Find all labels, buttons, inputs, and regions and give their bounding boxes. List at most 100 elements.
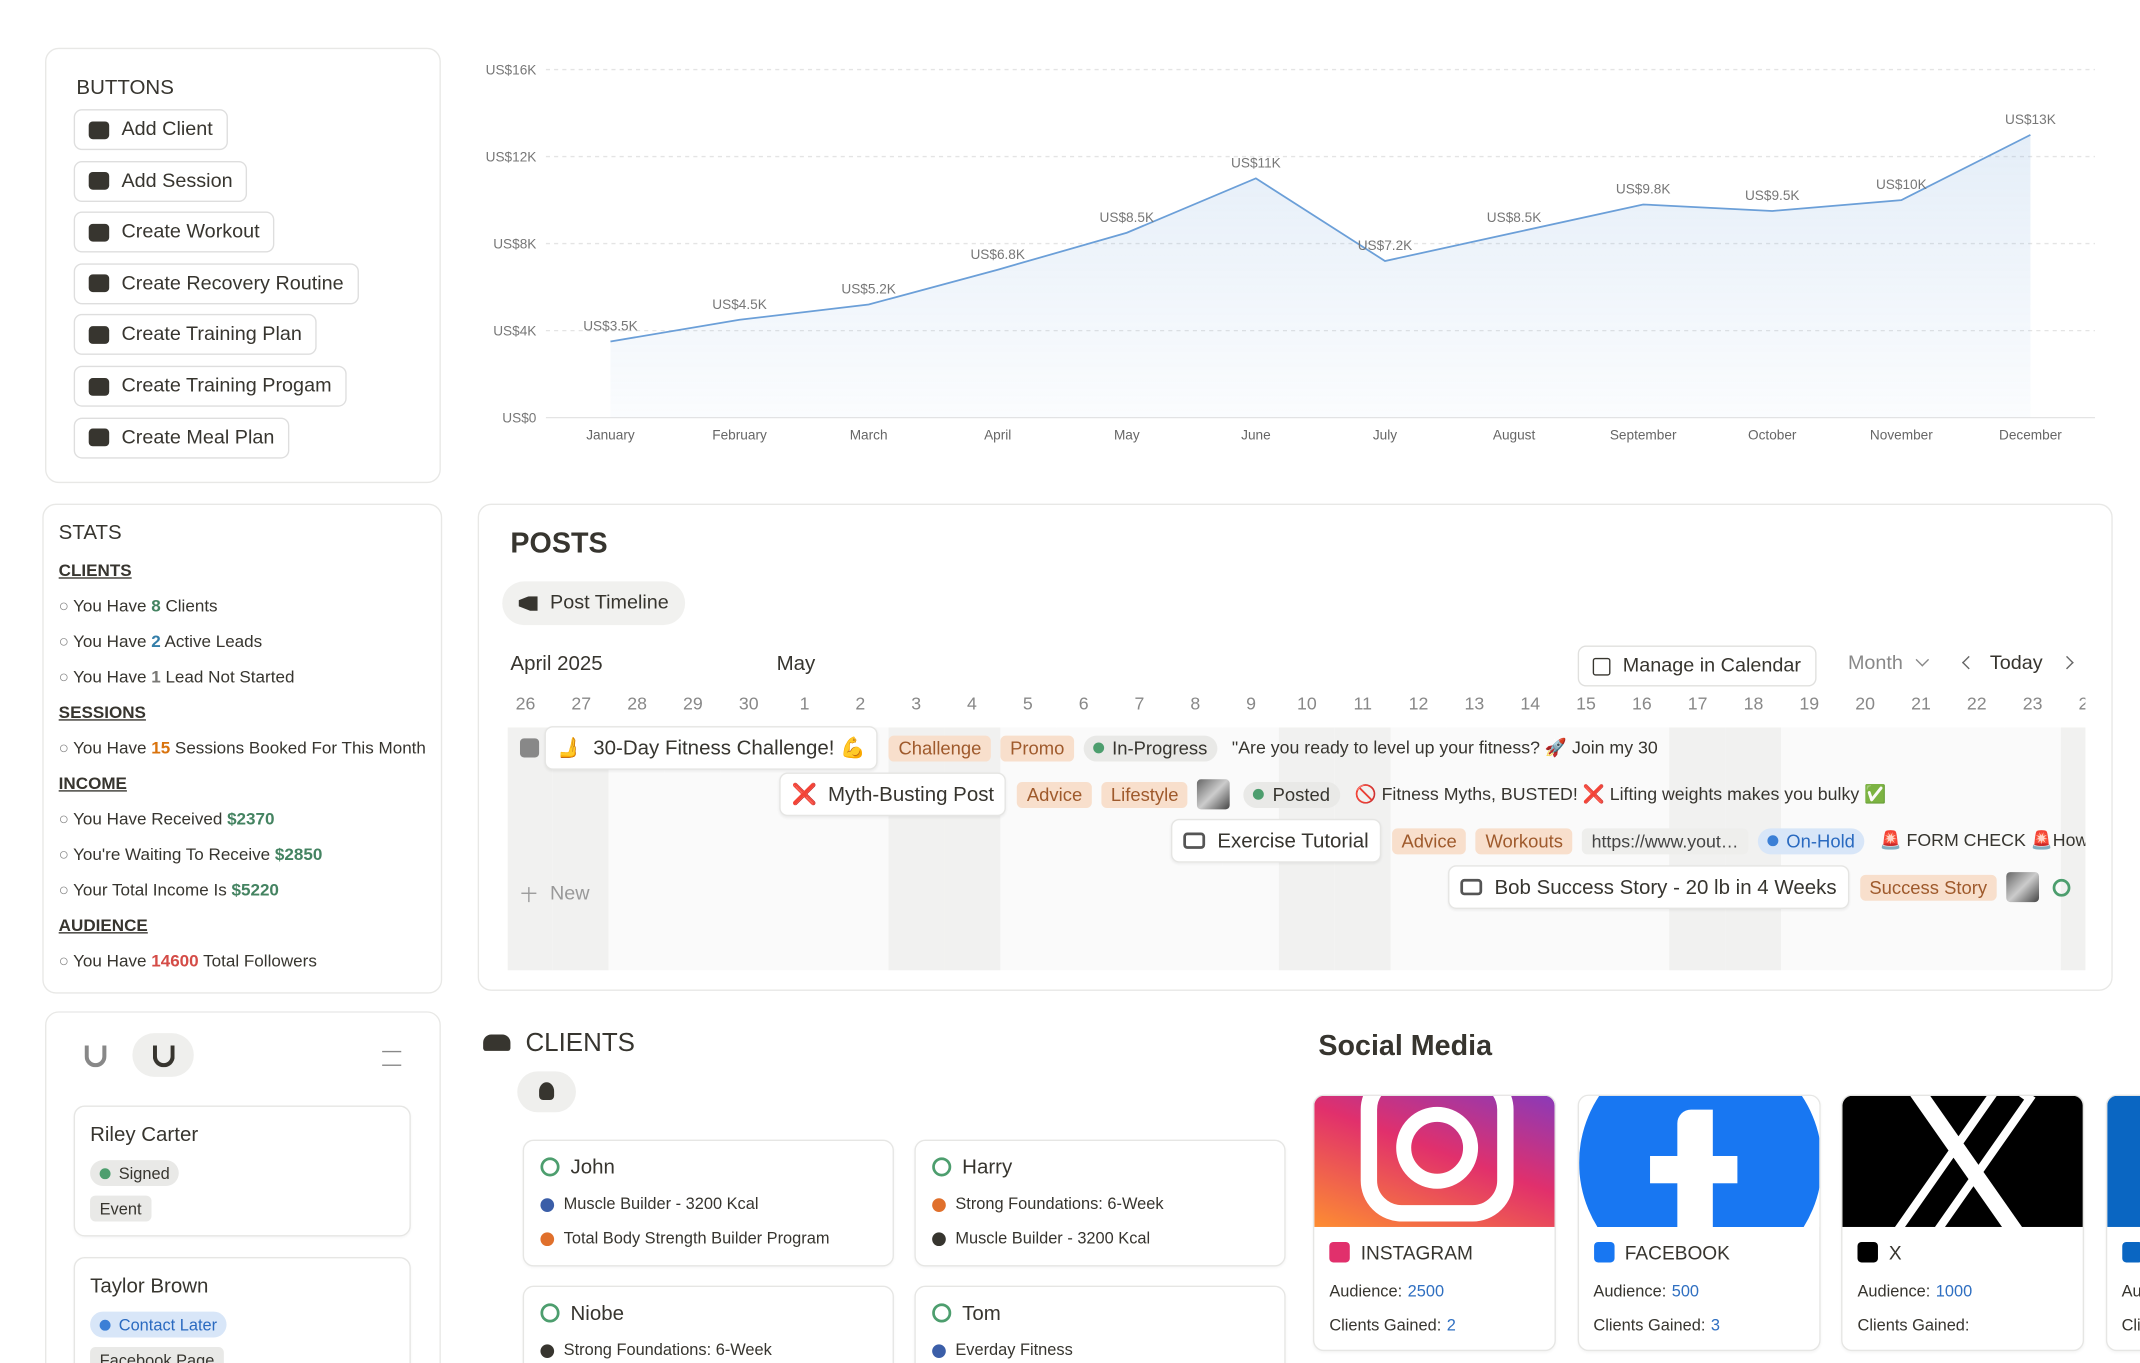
social-cover <box>2106 1095 2140 1227</box>
action-button[interactable]: Create Meal Plan <box>73 417 290 459</box>
social-card[interactable]: Audience: Clients Gained: <box>2105 1094 2140 1352</box>
next-button[interactable] <box>2060 655 2074 670</box>
client-name: Tom <box>962 1302 1001 1326</box>
line-text: Total Body Strength Builder Program <box>563 1228 830 1248</box>
x-tick-label: May <box>1114 427 1140 442</box>
social-cover <box>1578 1095 1819 1227</box>
day-label: 21 <box>1911 693 1931 714</box>
client-card[interactable]: John Muscle Builder - 3200 Kcal Total Body… <box>522 1139 894 1267</box>
tab-icon <box>152 1045 175 1068</box>
status-label: Contact Later <box>118 1314 218 1335</box>
button-icon <box>88 326 110 344</box>
lead-card[interactable]: Riley Carter Signed Event <box>73 1105 411 1237</box>
button-icon <box>88 223 110 242</box>
stats-list: CLIENTS ○ You Have 8 Clients ○ You Have 2 Ac… <box>59 553 426 979</box>
logo <box>1649 1155 1737 1184</box>
post-name[interactable]: Bob Success Story - 20 lb in 4 Weeks <box>1448 865 1849 909</box>
stats-line: ○ You're Waiting To Receive $2850 <box>59 837 426 872</box>
button-label: Add Client <box>121 118 213 141</box>
stat-value: $2370 <box>227 809 275 829</box>
client-line: Strong Foundations: 6-Week <box>540 1333 772 1363</box>
bullet: ○ <box>58 596 70 616</box>
stat-value: $5220 <box>231 880 279 900</box>
stat-text: You Have <box>73 951 152 971</box>
social-cover <box>1842 1095 2083 1227</box>
day-label: 22 <box>1966 693 1987 714</box>
bullet: ○ <box>58 880 70 900</box>
manage-calendar-button[interactable]: Manage in Calendar <box>1577 645 1816 687</box>
action-button[interactable]: Create Training Progam <box>73 365 347 407</box>
gained-value: 2 <box>1446 1315 1456 1335</box>
status-dot <box>99 1319 111 1330</box>
client-card[interactable]: Tom Everday Fitness <box>914 1285 1286 1363</box>
line <box>610 134 2031 343</box>
day-label: 16 <box>1631 693 1652 714</box>
view-tab[interactable] <box>517 1071 576 1113</box>
new-button[interactable]: New <box>521 883 590 905</box>
day-label: 15 <box>1576 693 1596 714</box>
logo <box>1892 1095 2036 1227</box>
x-tick-label: November <box>1870 427 1933 442</box>
tag-pill: Advice <box>1391 827 1467 854</box>
link-pill: https://www.yout… <box>1582 827 1749 854</box>
social-card[interactable]: FACEBOOK Audience: 500 Clients Gained: 3 <box>1577 1094 1820 1352</box>
gained-label: Clients Gained: <box>1857 1315 1970 1335</box>
button-icon <box>88 120 110 139</box>
lead-name: Riley Carter <box>90 1123 199 1147</box>
clients-icon <box>483 1034 511 1051</box>
day-label: 1 <box>799 693 810 714</box>
tag-pill: Success Story <box>1859 874 1997 901</box>
social-card[interactable]: X Audience: 1000 Clients Gained: <box>1841 1094 2085 1352</box>
view-tab-selected[interactable] <box>132 1033 194 1077</box>
weekend-band <box>944 727 1000 971</box>
y-tick-label: US$0 <box>502 410 537 425</box>
action-button[interactable]: Add Session <box>73 160 248 202</box>
prev-button[interactable] <box>1961 655 1976 670</box>
day-label: 30 <box>738 693 759 714</box>
platform-name: FACEBOOK <box>1624 1241 1730 1264</box>
post-name[interactable]: ❌ Myth-Busting Post <box>779 772 1007 817</box>
social-card[interactable]: INSTAGRAM Audience: 2500 Clients Gained: 2 <box>1312 1094 1556 1352</box>
y-tick-label: US$12K <box>486 149 537 164</box>
lead-card[interactable]: Taylor Brown Contact Later Facebook Page <box>73 1256 411 1363</box>
line-icon <box>540 1231 555 1246</box>
gained-line: Clients Gained: 3 <box>1593 1316 1720 1335</box>
posts-panel: POSTS Post Timeline April 2025 May Manage in… <box>477 503 2113 991</box>
status-dot <box>1093 742 1104 754</box>
day-label: 28 <box>627 693 647 714</box>
data-label: US$6.8K <box>970 247 1025 262</box>
view-tab[interactable]: Post Timeline <box>502 581 686 626</box>
action-button[interactable]: Create Recovery Routine <box>73 263 359 305</box>
today-button[interactable]: Today <box>1989 652 2043 675</box>
post-name[interactable]: 🫸 30-Day Fitness Challenge! 💪 <box>544 726 878 770</box>
line-icon <box>540 1197 555 1212</box>
stats-heading: INCOME <box>58 773 127 793</box>
post-icon <box>1183 832 1206 849</box>
button-icon <box>88 172 110 190</box>
filter-icon[interactable] <box>382 1050 402 1066</box>
status-pill: Signed <box>90 1160 180 1187</box>
day-band <box>1055 727 1112 971</box>
stats-heading: AUDIENCE <box>58 915 148 935</box>
panel-title: BUTTONS <box>76 76 174 100</box>
post-title: Myth-Busting Post <box>828 782 995 806</box>
weekend-band <box>888 727 945 971</box>
action-button[interactable]: Add Client <box>73 109 228 151</box>
post-title: 30-Day Fitness Challenge! 💪 <box>593 736 866 761</box>
stat-value: 1 <box>151 667 161 687</box>
gained-line: Clients Gained: <box>2122 1316 2140 1335</box>
action-button[interactable]: Create Training Plan <box>73 314 317 356</box>
scale-select[interactable]: Month <box>1847 652 1903 675</box>
client-line: Total Body Strength Builder Program <box>540 1221 829 1255</box>
view-tab[interactable] <box>84 1045 107 1068</box>
post-name[interactable]: Exercise Tutorial <box>1170 818 1382 863</box>
button-label: Add Session <box>121 170 233 192</box>
buttons-panel: BUTTONS Add Client Add Session Create Worko… <box>45 47 441 484</box>
action-button[interactable]: Create Workout <box>73 211 275 253</box>
x-tick-label: June <box>1241 427 1271 442</box>
client-card[interactable]: Niobe Strong Foundations: 6-Week <box>522 1285 894 1363</box>
client-card[interactable]: Harry Strong Foundations: 6-Week Muscle Bu… <box>914 1139 1286 1267</box>
status-label: In-Progress <box>1112 737 1208 759</box>
tag-pill: Challenge <box>888 734 991 761</box>
